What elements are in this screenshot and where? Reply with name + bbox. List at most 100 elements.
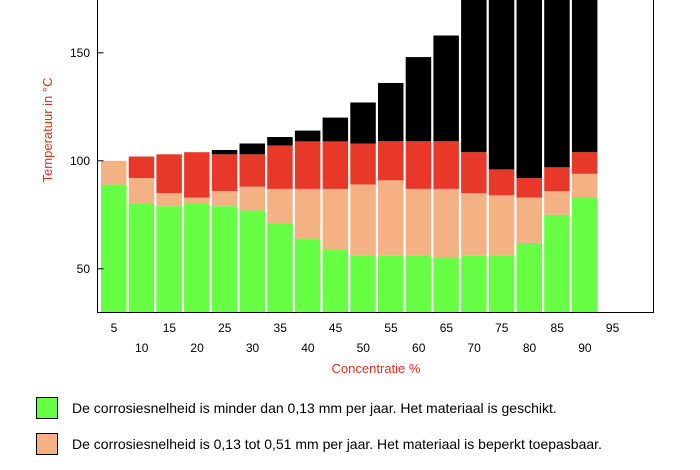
x-tick-label-45: 45	[329, 321, 343, 335]
bar-orange-65	[433, 188, 459, 258]
bar-green-45	[322, 249, 349, 312]
bar-red-60	[405, 141, 432, 189]
legend-label-suitable: De corrosiesnelheid is minder dan 0,13 m…	[72, 400, 557, 416]
x-tick-label-20: 20	[190, 341, 204, 355]
bar-orange-70	[461, 193, 487, 256]
bar-red-90	[571, 152, 598, 174]
legend-label-limited: De corrosiesnelheid is 0,13 tot 0,51 mm …	[72, 436, 602, 452]
legend: De corrosiesnelheid is minder dan 0,13 m…	[36, 396, 602, 468]
bar-red-40	[294, 141, 321, 189]
bar-orange-40	[294, 188, 321, 239]
bar-green-40	[294, 238, 321, 312]
bar-orange-60	[405, 188, 432, 256]
bar-green-90	[571, 197, 598, 312]
bar-orange-45	[322, 188, 349, 250]
bar-orange-55	[378, 180, 404, 256]
bar-black-35	[267, 137, 293, 146]
bar-black-30	[239, 143, 265, 155]
legend-item-suitable: De corrosiesnelheid is minder dan 0,13 m…	[36, 396, 602, 420]
bar-red-85	[544, 167, 570, 192]
bar-green-10	[128, 204, 155, 312]
bar-green-15	[156, 206, 182, 312]
bar-orange-25	[211, 191, 238, 207]
x-tick-label-40: 40	[301, 341, 315, 355]
x-tick-label-10: 10	[135, 341, 149, 355]
bar-black-85	[544, 0, 570, 168]
plot-frame	[97, 0, 654, 313]
bar-orange-50	[350, 184, 376, 256]
bar-red-15	[156, 154, 182, 194]
x-tick-label-80: 80	[523, 341, 537, 355]
y-axis-title: Temperatuur in °C	[40, 78, 55, 183]
bar-red-20	[184, 152, 210, 198]
bar-black-70	[461, 0, 487, 153]
bar-orange-85	[544, 191, 570, 215]
bar-black-90	[571, 0, 598, 153]
y-tick-label-150: 150	[70, 46, 90, 60]
x-tick-label-15: 15	[163, 321, 177, 335]
x-tick-label-50: 50	[357, 341, 371, 355]
bar-black-25	[211, 150, 238, 155]
bar-green-70	[461, 255, 487, 312]
bar-red-10	[128, 156, 155, 179]
bar-red-65	[433, 141, 459, 189]
bar-red-35	[267, 145, 293, 189]
bar-red-55	[378, 141, 404, 181]
bars-group	[101, 0, 598, 312]
bar-black-80	[516, 0, 542, 179]
bar-red-50	[350, 143, 376, 185]
x-tick-label-35: 35	[274, 321, 288, 335]
x-tick-label-25: 25	[218, 321, 232, 335]
bar-green-65	[433, 258, 459, 312]
bar-red-70	[461, 152, 487, 194]
x-axis-title: Concentratie %	[332, 361, 421, 376]
x-tick-label-95: 95	[606, 321, 620, 335]
legend-item-limited: De corrosiesnelheid is 0,13 tot 0,51 mm …	[36, 432, 602, 456]
bar-black-45	[322, 117, 349, 142]
bar-red-45	[322, 141, 349, 189]
legend-swatch-orange	[36, 433, 58, 455]
bar-green-80	[516, 242, 542, 312]
bar-black-55	[378, 83, 404, 142]
bar-orange-5	[101, 160, 127, 185]
bar-green-5	[101, 184, 127, 312]
x-tick-label-90: 90	[578, 341, 592, 355]
bar-green-85	[544, 214, 570, 312]
bar-black-60	[405, 57, 432, 142]
bar-green-50	[350, 255, 376, 312]
x-tick-label-60: 60	[412, 341, 426, 355]
bar-green-20	[184, 204, 210, 312]
legend-swatch-green	[36, 397, 58, 419]
bar-green-30	[239, 210, 265, 312]
bar-orange-10	[128, 178, 155, 204]
bar-red-75	[488, 169, 515, 196]
x-tick-label-65: 65	[440, 321, 454, 335]
bar-orange-35	[267, 188, 293, 224]
x-tick-label-75: 75	[495, 321, 509, 335]
bar-green-60	[405, 255, 432, 312]
bar-green-55	[378, 255, 404, 312]
x-tick-label-55: 55	[384, 321, 398, 335]
x-tick-label-85: 85	[551, 321, 565, 335]
bar-black-50	[350, 102, 376, 144]
bar-green-35	[267, 223, 293, 312]
bar-green-75	[488, 255, 515, 312]
bar-orange-30	[239, 186, 265, 211]
bar-black-75	[488, 0, 515, 170]
x-axis: 5 15 25 35 45 55 65 75 85 95 10 20 30 40 50 60 70 80 90	[111, 321, 620, 355]
y-tick-label-100: 100	[70, 154, 90, 168]
bar-red-30	[239, 154, 265, 187]
bar-red-25	[211, 154, 238, 191]
bar-orange-75	[488, 195, 515, 256]
x-tick-label-5: 5	[111, 321, 118, 335]
bar-black-65	[433, 35, 459, 142]
bar-orange-20	[184, 197, 210, 204]
x-tick-label-30: 30	[246, 341, 260, 355]
bar-orange-90	[571, 173, 598, 198]
bar-orange-80	[516, 197, 542, 243]
bar-red-80	[516, 178, 542, 198]
bar-orange-15	[156, 193, 182, 207]
x-tick-label-70: 70	[467, 341, 481, 355]
bar-green-25	[211, 206, 238, 312]
y-tick-label-50: 50	[77, 262, 91, 276]
